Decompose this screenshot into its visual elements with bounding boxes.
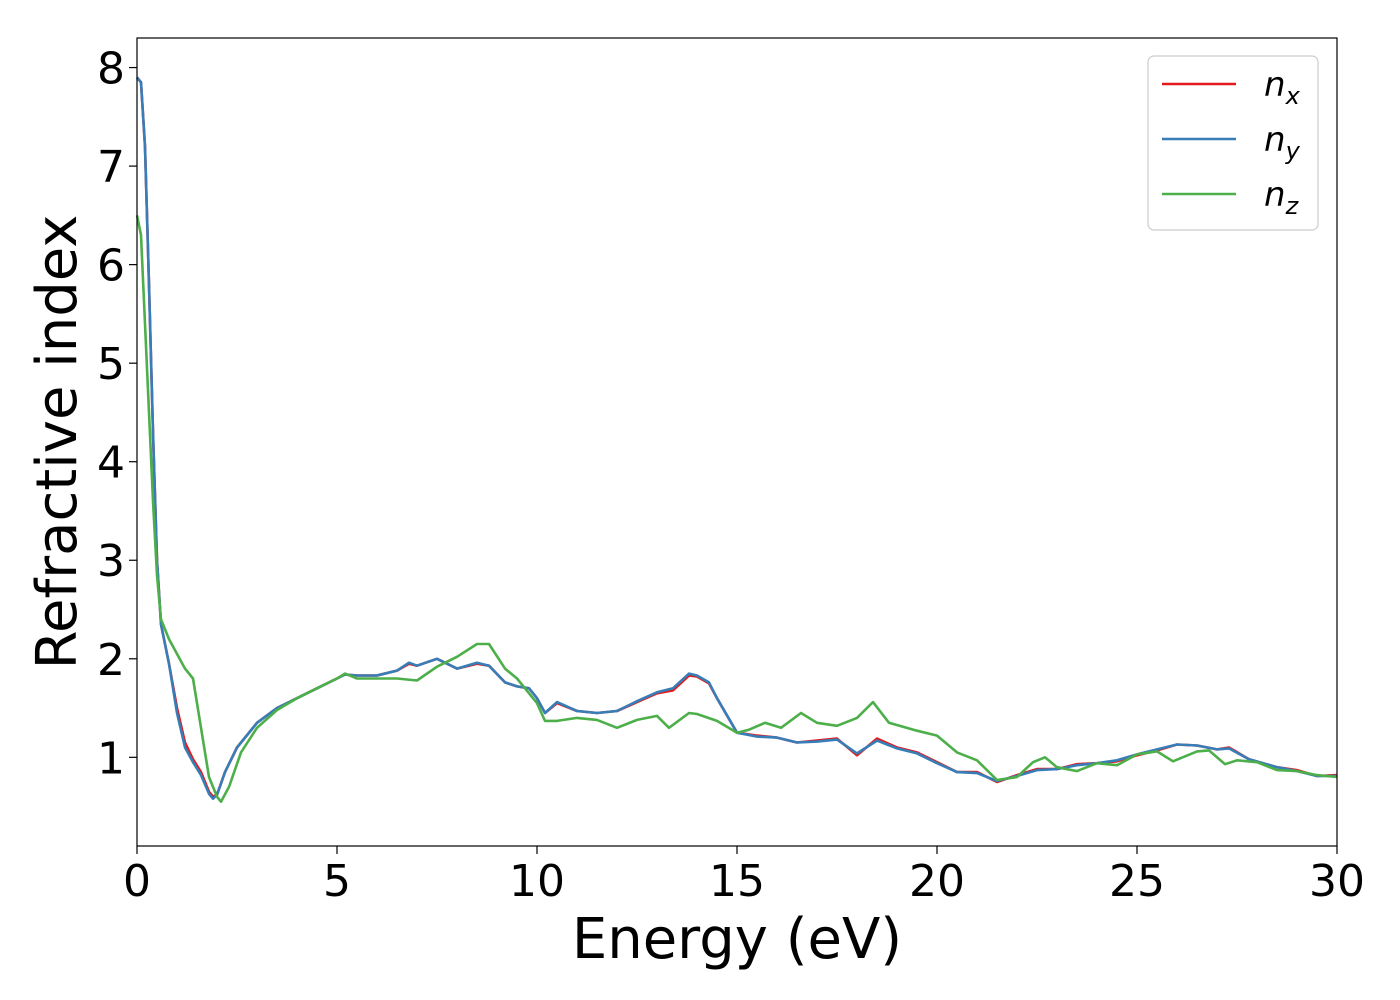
plot-background [137,38,1337,846]
x-tick-label: 10 [509,856,565,907]
x-tick-label: 20 [909,856,965,907]
x-tick-label: 0 [123,856,151,907]
y-axis-label: Refractive index [25,215,90,670]
x-tick-label: 25 [1109,856,1165,907]
series-line-ny [135,76,1337,800]
x-tick-label: 5 [323,856,351,907]
y-tick-label: 2 [97,635,125,686]
x-tick-label: 30 [1309,856,1365,907]
y-tick-label: 6 [97,241,125,292]
x-axis-label: Energy (eV) [572,907,902,972]
y-tick-label: 1 [97,733,125,784]
x-tick-label: 15 [709,856,765,907]
y-tick-label: 8 [97,44,125,95]
y-tick-label: 7 [97,142,125,193]
y-axis: 1 2 3 4 5 6 7 8 [97,44,137,784]
series-line-nz [135,215,1338,803]
series-layer [135,76,1338,803]
x-axis: 0 5 10 15 20 25 30 [123,846,1365,907]
legend-box [1147,55,1319,231]
y-tick-label: 4 [97,438,125,489]
y-tick-label: 5 [97,339,125,390]
legend-label: ny [1264,120,1301,165]
y-tick-label: 3 [97,536,125,587]
